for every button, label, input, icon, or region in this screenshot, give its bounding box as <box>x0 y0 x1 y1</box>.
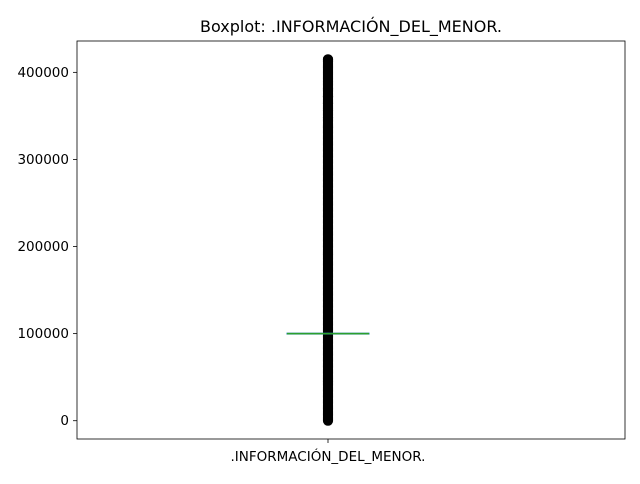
outlier-point <box>322 105 334 116</box>
outlier-point <box>322 98 334 109</box>
x-axis: .INFORMACIÓN_DEL_MENOR. <box>231 439 426 465</box>
y-tick-label: 100000 <box>17 326 69 342</box>
y-axis: 0 100000 200000 300000 400000 <box>17 65 77 429</box>
plot-frame <box>76 40 626 440</box>
outlier-point <box>322 112 334 123</box>
box-element <box>286 332 370 335</box>
outlier-points <box>322 54 334 426</box>
outlier-point <box>322 68 334 80</box>
chart-title: Boxplot: .INFORMACIÓN_DEL_MENOR. <box>200 17 502 37</box>
y-tick-label: 0 <box>60 413 69 429</box>
outlier-point <box>322 56 334 68</box>
y-tick-label: 400000 <box>17 65 69 81</box>
y-tick-label: 200000 <box>17 239 69 255</box>
outlier-point <box>322 62 334 74</box>
y-tick-label: 300000 <box>17 152 69 168</box>
x-tick-label: .INFORMACIÓN_DEL_MENOR. <box>231 447 426 465</box>
outlier-point <box>322 91 334 102</box>
